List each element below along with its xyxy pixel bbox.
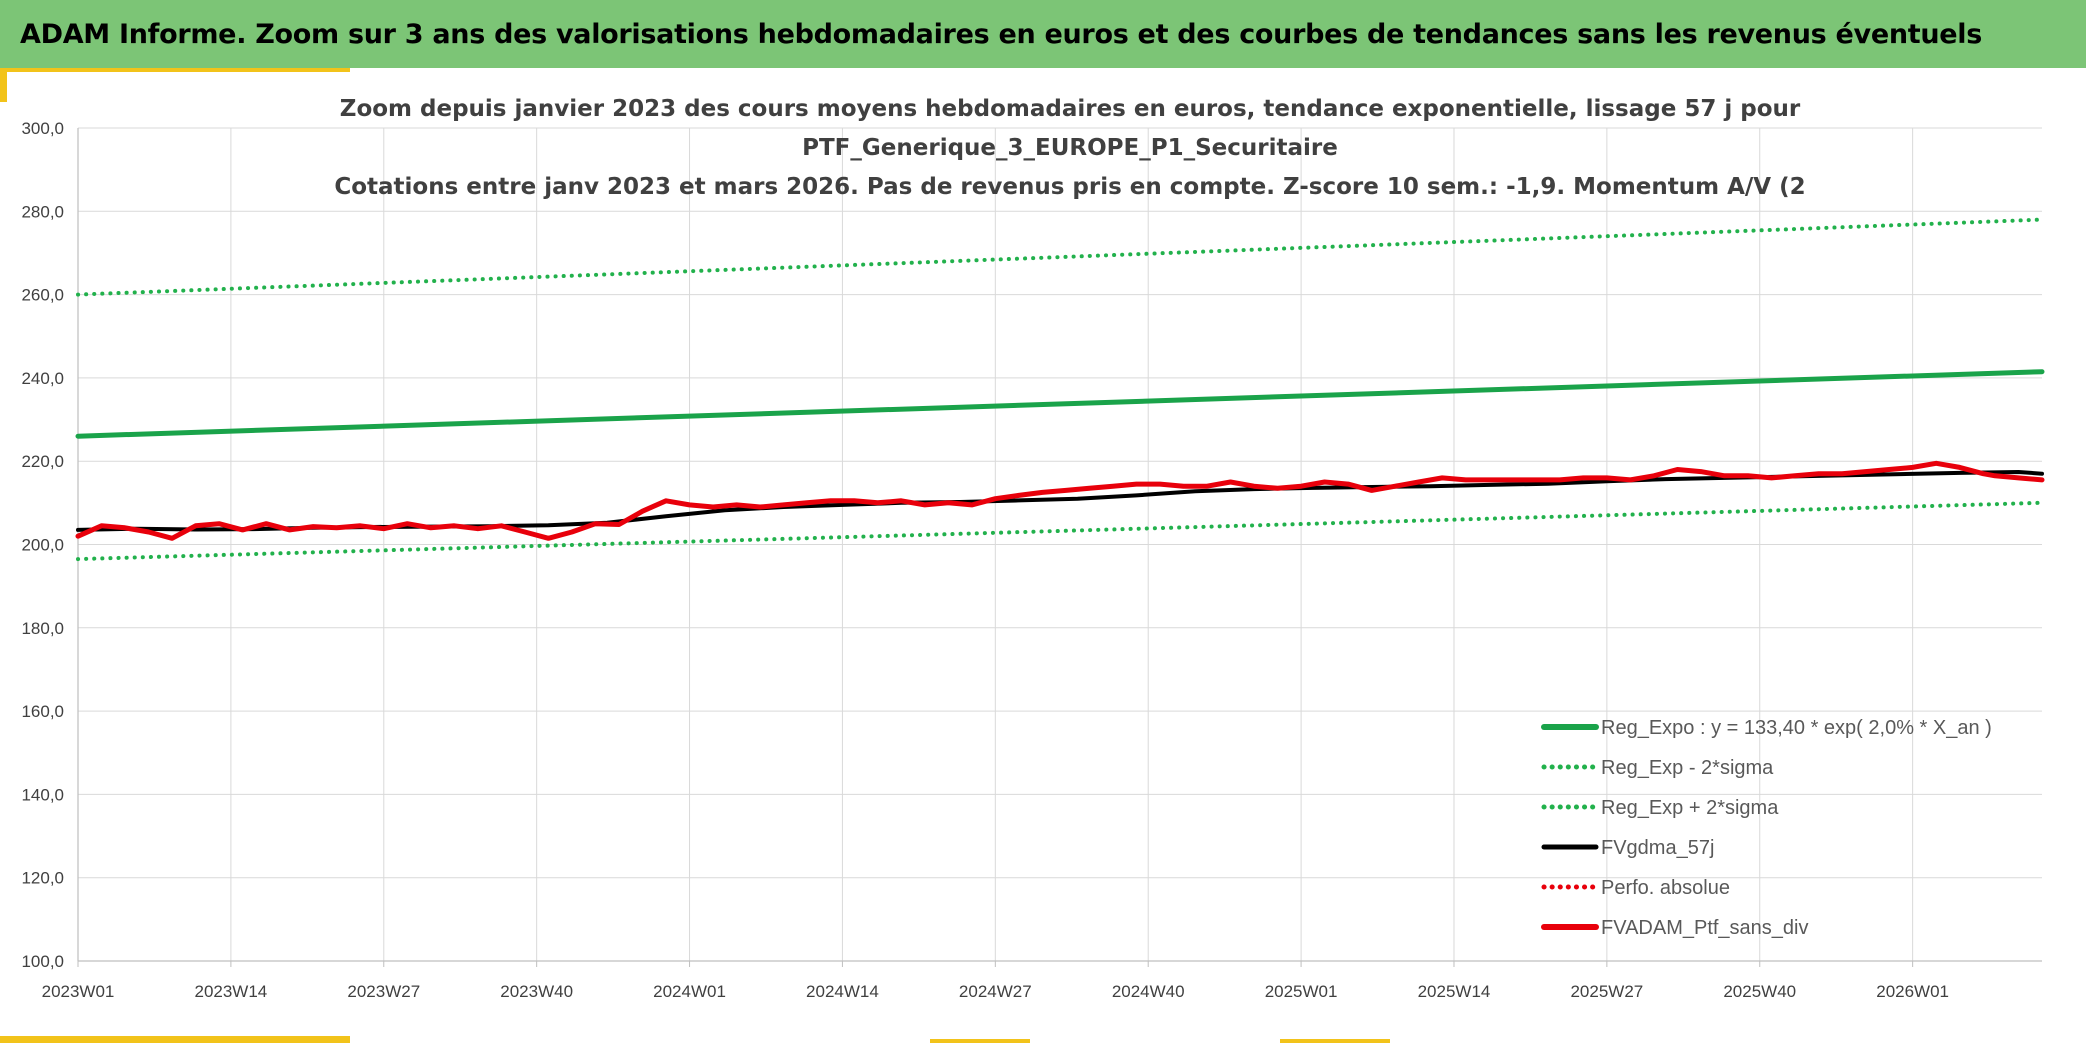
y-tick-label: 220,0 bbox=[21, 452, 64, 471]
series-line-2 bbox=[76, 217, 2044, 297]
x-tick-label: 2024W14 bbox=[806, 982, 879, 1001]
x-tick-label: 2023W27 bbox=[347, 982, 420, 1001]
accent-bar-bottom bbox=[0, 1036, 350, 1043]
series-line-5 bbox=[75, 460, 2045, 541]
x-tick-label: 2025W14 bbox=[1418, 982, 1491, 1001]
series-layer bbox=[75, 217, 2045, 562]
legend-label-1: Reg_Exp - 2*sigma bbox=[1601, 757, 1774, 779]
x-tick-label: 2023W40 bbox=[500, 982, 573, 1001]
x-tick-label: 2025W01 bbox=[1265, 982, 1338, 1001]
y-tick-label: 240,0 bbox=[21, 369, 64, 388]
accent-bar-top bbox=[0, 68, 350, 72]
series-line-3 bbox=[76, 470, 2044, 532]
legend-label-4: Perfo. absolue bbox=[1601, 877, 1730, 899]
x-tick-label: 2025W27 bbox=[1570, 982, 1643, 1001]
legend-label-5: FVADAM_Ptf_sans_div bbox=[1601, 917, 1809, 939]
y-tick-label: 180,0 bbox=[21, 619, 64, 638]
accent-bar-bottom-right bbox=[1280, 1039, 1390, 1043]
accent-bar-bottom-mid bbox=[930, 1039, 1030, 1043]
x-tick-label: 2024W01 bbox=[653, 982, 726, 1001]
grid bbox=[77, 127, 2042, 962]
series-line-1 bbox=[76, 500, 2044, 562]
chart-title: Zoom depuis janvier 2023 des cours moyen… bbox=[334, 96, 1805, 200]
x-tick-label: 2026W01 bbox=[1876, 982, 1949, 1001]
y-tick-label: 120,0 bbox=[21, 869, 64, 888]
legend-label-3: FVgdma_57j bbox=[1601, 837, 1714, 859]
x-tick-label: 2024W40 bbox=[1112, 982, 1185, 1001]
series-line-0 bbox=[75, 369, 2045, 439]
chart-title-line-1: Zoom depuis janvier 2023 des cours moyen… bbox=[340, 96, 1801, 122]
y-tick-label: 260,0 bbox=[21, 286, 64, 305]
legend-label-2: Reg_Exp + 2*sigma bbox=[1601, 797, 1779, 819]
accent-bar-left bbox=[0, 68, 7, 102]
y-tick-label: 100,0 bbox=[21, 952, 64, 971]
header-banner: ADAM Informe. Zoom sur 3 ans des valoris… bbox=[0, 0, 2086, 68]
chart-title-line-2: PTF_Generique_3_EUROPE_P1_Securitaire bbox=[802, 135, 1338, 161]
y-tick-label: 300,0 bbox=[21, 119, 64, 138]
x-tick-label: 2025W40 bbox=[1723, 982, 1796, 1001]
chart-frame bbox=[0, 68, 2086, 1043]
x-tick-label: 2023W01 bbox=[42, 982, 115, 1001]
page-title: ADAM Informe. Zoom sur 3 ans des valoris… bbox=[20, 19, 1983, 50]
legend: Reg_Expo : y = 133,40 * exp( 2,0% * X_an… bbox=[1541, 717, 1992, 939]
y-tick-label: 200,0 bbox=[21, 536, 64, 555]
axes: 300,0 280,0 260,0 240,0 220,0 200,0 180,0 160,0… bbox=[21, 119, 2042, 1001]
x-tick-label: 2024W27 bbox=[959, 982, 1032, 1001]
y-tick-label: 140,0 bbox=[21, 785, 64, 804]
legend-label-0: Reg_Expo : y = 133,40 * exp( 2,0% * X_an… bbox=[1601, 717, 1992, 739]
x-tick-label: 2023W14 bbox=[194, 982, 267, 1001]
y-tick-label: 280,0 bbox=[21, 202, 64, 221]
y-tick-label: 160,0 bbox=[21, 702, 64, 721]
chart-title-line-3: Cotations entre janv 2023 et mars 2026. … bbox=[334, 174, 1805, 200]
